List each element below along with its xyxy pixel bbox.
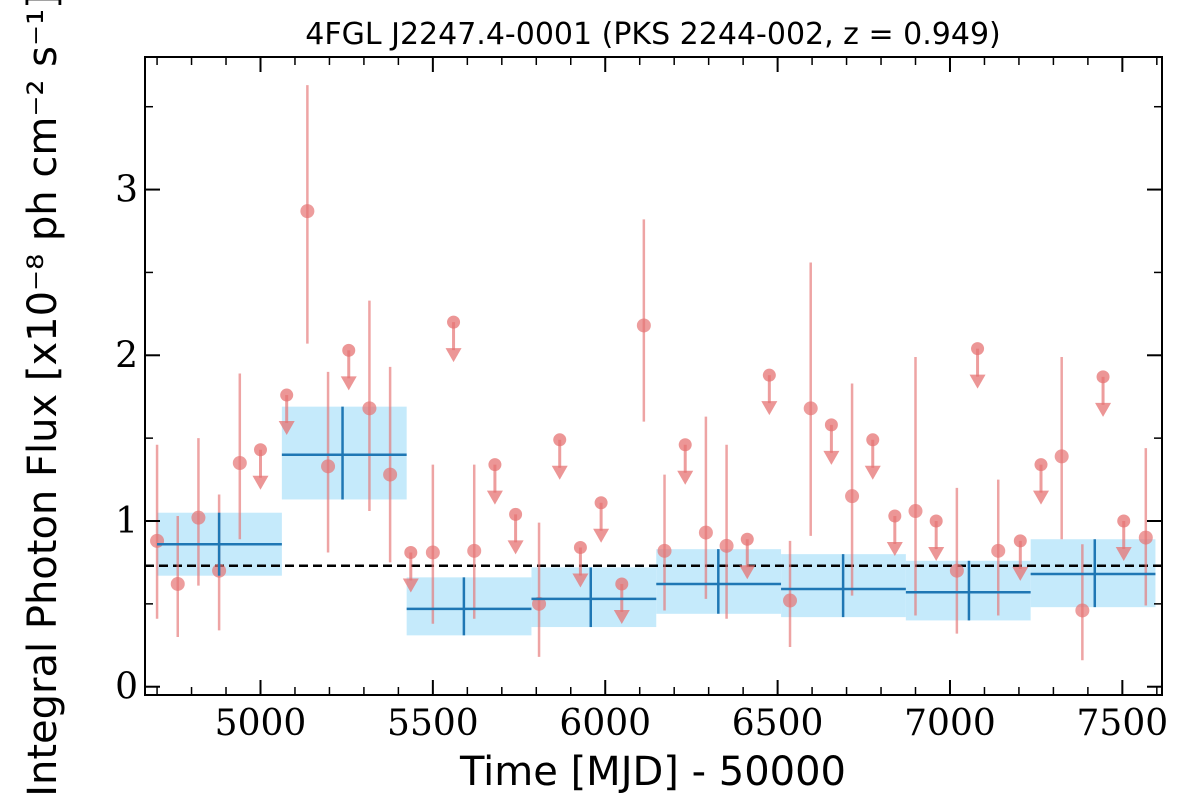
- data-point-47: [1138, 530, 1153, 545]
- upper-limit-arrow-6: [278, 421, 295, 436]
- y-tick-label: 3: [115, 170, 138, 211]
- data-point-31: [803, 401, 818, 416]
- upper-limit-point-25: [678, 438, 692, 452]
- data-point-30: [783, 593, 798, 608]
- upper-limit-arrow-35: [886, 542, 903, 557]
- upper-limit-point-42: [1034, 458, 1048, 472]
- data-point-0: [150, 533, 165, 548]
- upper-limit-point-14: [447, 315, 461, 329]
- data-point-44: [1075, 603, 1090, 618]
- data-point-26: [698, 525, 713, 540]
- upper-limit-point-20: [573, 541, 587, 555]
- tick-labels: 5000 5500 6000 6500 7000 7500 0 1 2 3: [115, 170, 1168, 744]
- upper-limit-arrow-5: [252, 475, 269, 490]
- upper-limit-point-5: [253, 443, 267, 457]
- upper-limit-arrow-25: [677, 470, 694, 485]
- data-point-11: [383, 467, 398, 482]
- data-point-13: [425, 545, 440, 560]
- upper-limit-point-16: [488, 458, 502, 472]
- x-tick-label: 7000: [904, 703, 996, 744]
- upper-limit-arrow-16: [486, 490, 503, 505]
- data-point-40: [991, 543, 1006, 558]
- data-point-4: [232, 456, 247, 470]
- upper-limit-point-39: [971, 342, 985, 356]
- upper-limit-point-34: [866, 433, 880, 447]
- upper-limit-point-29: [762, 368, 776, 382]
- upper-limit-arrow-21: [593, 528, 610, 543]
- data-point-24: [657, 543, 672, 558]
- binned-flux-bands: [157, 406, 1156, 636]
- upper-limit-point-6: [280, 388, 294, 402]
- y-tick-label: 2: [115, 335, 138, 376]
- chart-title: 4FGL J2247.4-0001 (PKS 2244-002, z = 0.9…: [305, 17, 1000, 52]
- upper-limit-point-46: [1117, 514, 1131, 528]
- upper-limit-point-17: [509, 507, 523, 521]
- bin-band-1: [281, 406, 407, 500]
- upper-limit-point-28: [740, 532, 754, 546]
- data-point-18: [532, 596, 547, 611]
- upper-limit-point-9: [342, 343, 356, 357]
- x-tick-label: 5500: [387, 703, 479, 744]
- data-point-38: [949, 563, 964, 578]
- y-tick-label: 1: [115, 501, 138, 542]
- upper-limit-arrow-46: [1115, 547, 1132, 561]
- upper-limit-arrow-12: [402, 578, 419, 593]
- x-tick-label: 6000: [559, 703, 651, 744]
- upper-limit-arrow-20: [572, 573, 589, 588]
- upper-limit-point-37: [929, 514, 943, 528]
- data-point-36: [908, 504, 923, 519]
- axis-ticks: [145, 57, 1162, 695]
- upper-limit-arrow-34: [864, 465, 881, 480]
- x-tick-label: 7500: [1077, 703, 1169, 744]
- data-point-8: [321, 459, 336, 474]
- upper-limit-arrow-39: [969, 374, 986, 389]
- upper-limit-arrow-14: [445, 348, 462, 363]
- upper-limit-arrow-37: [928, 547, 945, 561]
- data-point-7: [300, 204, 315, 219]
- data-point-27: [719, 538, 734, 553]
- data-point-23: [636, 318, 651, 333]
- upper-limit-point-32: [824, 418, 838, 432]
- upper-limit-point-21: [594, 496, 608, 510]
- data-point-33: [845, 489, 860, 504]
- upper-limit-arrow-45: [1095, 402, 1112, 417]
- bin-band-2: [406, 577, 532, 636]
- upper-limit-arrow-42: [1032, 490, 1049, 505]
- upper-limit-point-41: [1013, 534, 1027, 548]
- upper-limit-arrow-19: [551, 465, 568, 480]
- bin-band-3: [531, 567, 657, 628]
- upper-limit-arrow-17: [507, 540, 524, 555]
- data-point-15: [467, 543, 482, 558]
- upper-limit-arrow-32: [823, 450, 840, 465]
- x-tick-label: 6500: [732, 703, 824, 744]
- x-axis-label: Time [MJD] - 50000: [459, 749, 846, 795]
- upper-limit-arrow-9: [340, 376, 357, 391]
- binned-flux-crosses: [157, 406, 1156, 636]
- data-point-1: [170, 576, 185, 591]
- data-point-43: [1054, 449, 1069, 464]
- data-point-2: [191, 510, 206, 525]
- data-point-10: [362, 401, 377, 416]
- y-tick-label: 0: [115, 667, 138, 708]
- flux-points: [150, 85, 1153, 661]
- x-tick-label: 5000: [215, 703, 307, 744]
- plot-frame: [144, 56, 1163, 696]
- upper-limit-point-12: [404, 545, 418, 559]
- upper-limit-point-22: [615, 577, 629, 591]
- upper-limit-point-35: [888, 509, 902, 523]
- upper-limit-arrow-22: [613, 609, 630, 624]
- upper-limit-point-45: [1096, 370, 1110, 384]
- upper-limit-arrow-41: [1012, 566, 1029, 581]
- upper-limit-point-19: [553, 433, 567, 447]
- y-axis-label: Integral Photon Flux [x10⁻⁸ ph cm⁻² s⁻¹]: [20, 0, 66, 797]
- upper-limit-arrow-29: [761, 401, 778, 416]
- upper-limit-arrow-28: [739, 565, 756, 580]
